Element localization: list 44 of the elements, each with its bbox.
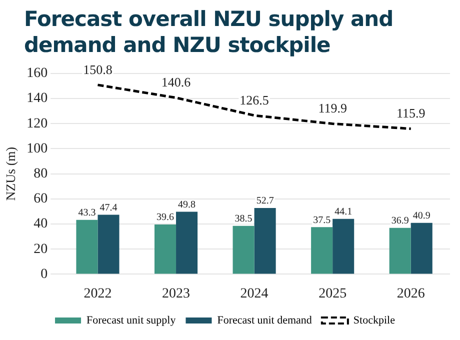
bar <box>232 226 254 274</box>
data-label: 140.6 <box>161 74 192 90</box>
data-label: 37.5 <box>313 214 331 226</box>
chart-title: Forecast overall NZU supply and demand and NZU stockpile <box>23 6 394 59</box>
data-label: 44.1 <box>334 206 352 218</box>
bar <box>98 214 120 274</box>
x-tick-label: 2024 <box>240 286 268 302</box>
data-label: 119.9 <box>318 100 347 116</box>
bar <box>389 228 411 274</box>
data-label: 47.4 <box>100 202 118 214</box>
data-label: 43.3 <box>78 207 96 218</box>
data-label: 150.8 <box>83 62 112 77</box>
y-axis-title: NZUs (m) <box>3 146 18 201</box>
data-label: 115.9 <box>396 106 426 121</box>
x-tick-label: 2022 <box>84 286 112 302</box>
bar <box>254 208 276 274</box>
data-label: 39.6 <box>156 212 174 224</box>
y-tick-label: 20 <box>34 242 48 257</box>
data-label: 36.9 <box>391 216 409 227</box>
bar <box>311 227 333 274</box>
data-label: 38.5 <box>234 214 252 225</box>
data-label: 126.5 <box>240 92 269 108</box>
legend-label: Forecast unit demand <box>217 314 312 326</box>
data-label: 40.9 <box>412 210 430 222</box>
legend-label: Stockpile <box>353 314 396 326</box>
x-tick-label: 2025 <box>318 286 347 302</box>
y-tick-label: 120 <box>26 116 48 132</box>
y-tick-label: 160 <box>26 66 48 82</box>
y-tick-label: 60 <box>34 192 48 207</box>
y-tick-label: 80 <box>34 166 48 182</box>
bar <box>154 224 176 274</box>
y-tick-label: 0 <box>40 266 48 282</box>
y-tick-label: 140 <box>26 91 48 106</box>
bar <box>410 222 432 274</box>
data-label: 52.7 <box>256 196 274 207</box>
y-tick-label: 100 <box>26 141 48 156</box>
legend-label: Forecast unit supply <box>86 314 176 326</box>
bar <box>332 218 354 274</box>
y-tick-label: 40 <box>34 216 48 232</box>
data-label: 49.8 <box>178 199 196 210</box>
x-tick-label: 2026 <box>396 286 425 302</box>
bar <box>176 212 198 274</box>
x-tick-label: 2023 <box>162 286 190 302</box>
bar <box>76 220 98 274</box>
